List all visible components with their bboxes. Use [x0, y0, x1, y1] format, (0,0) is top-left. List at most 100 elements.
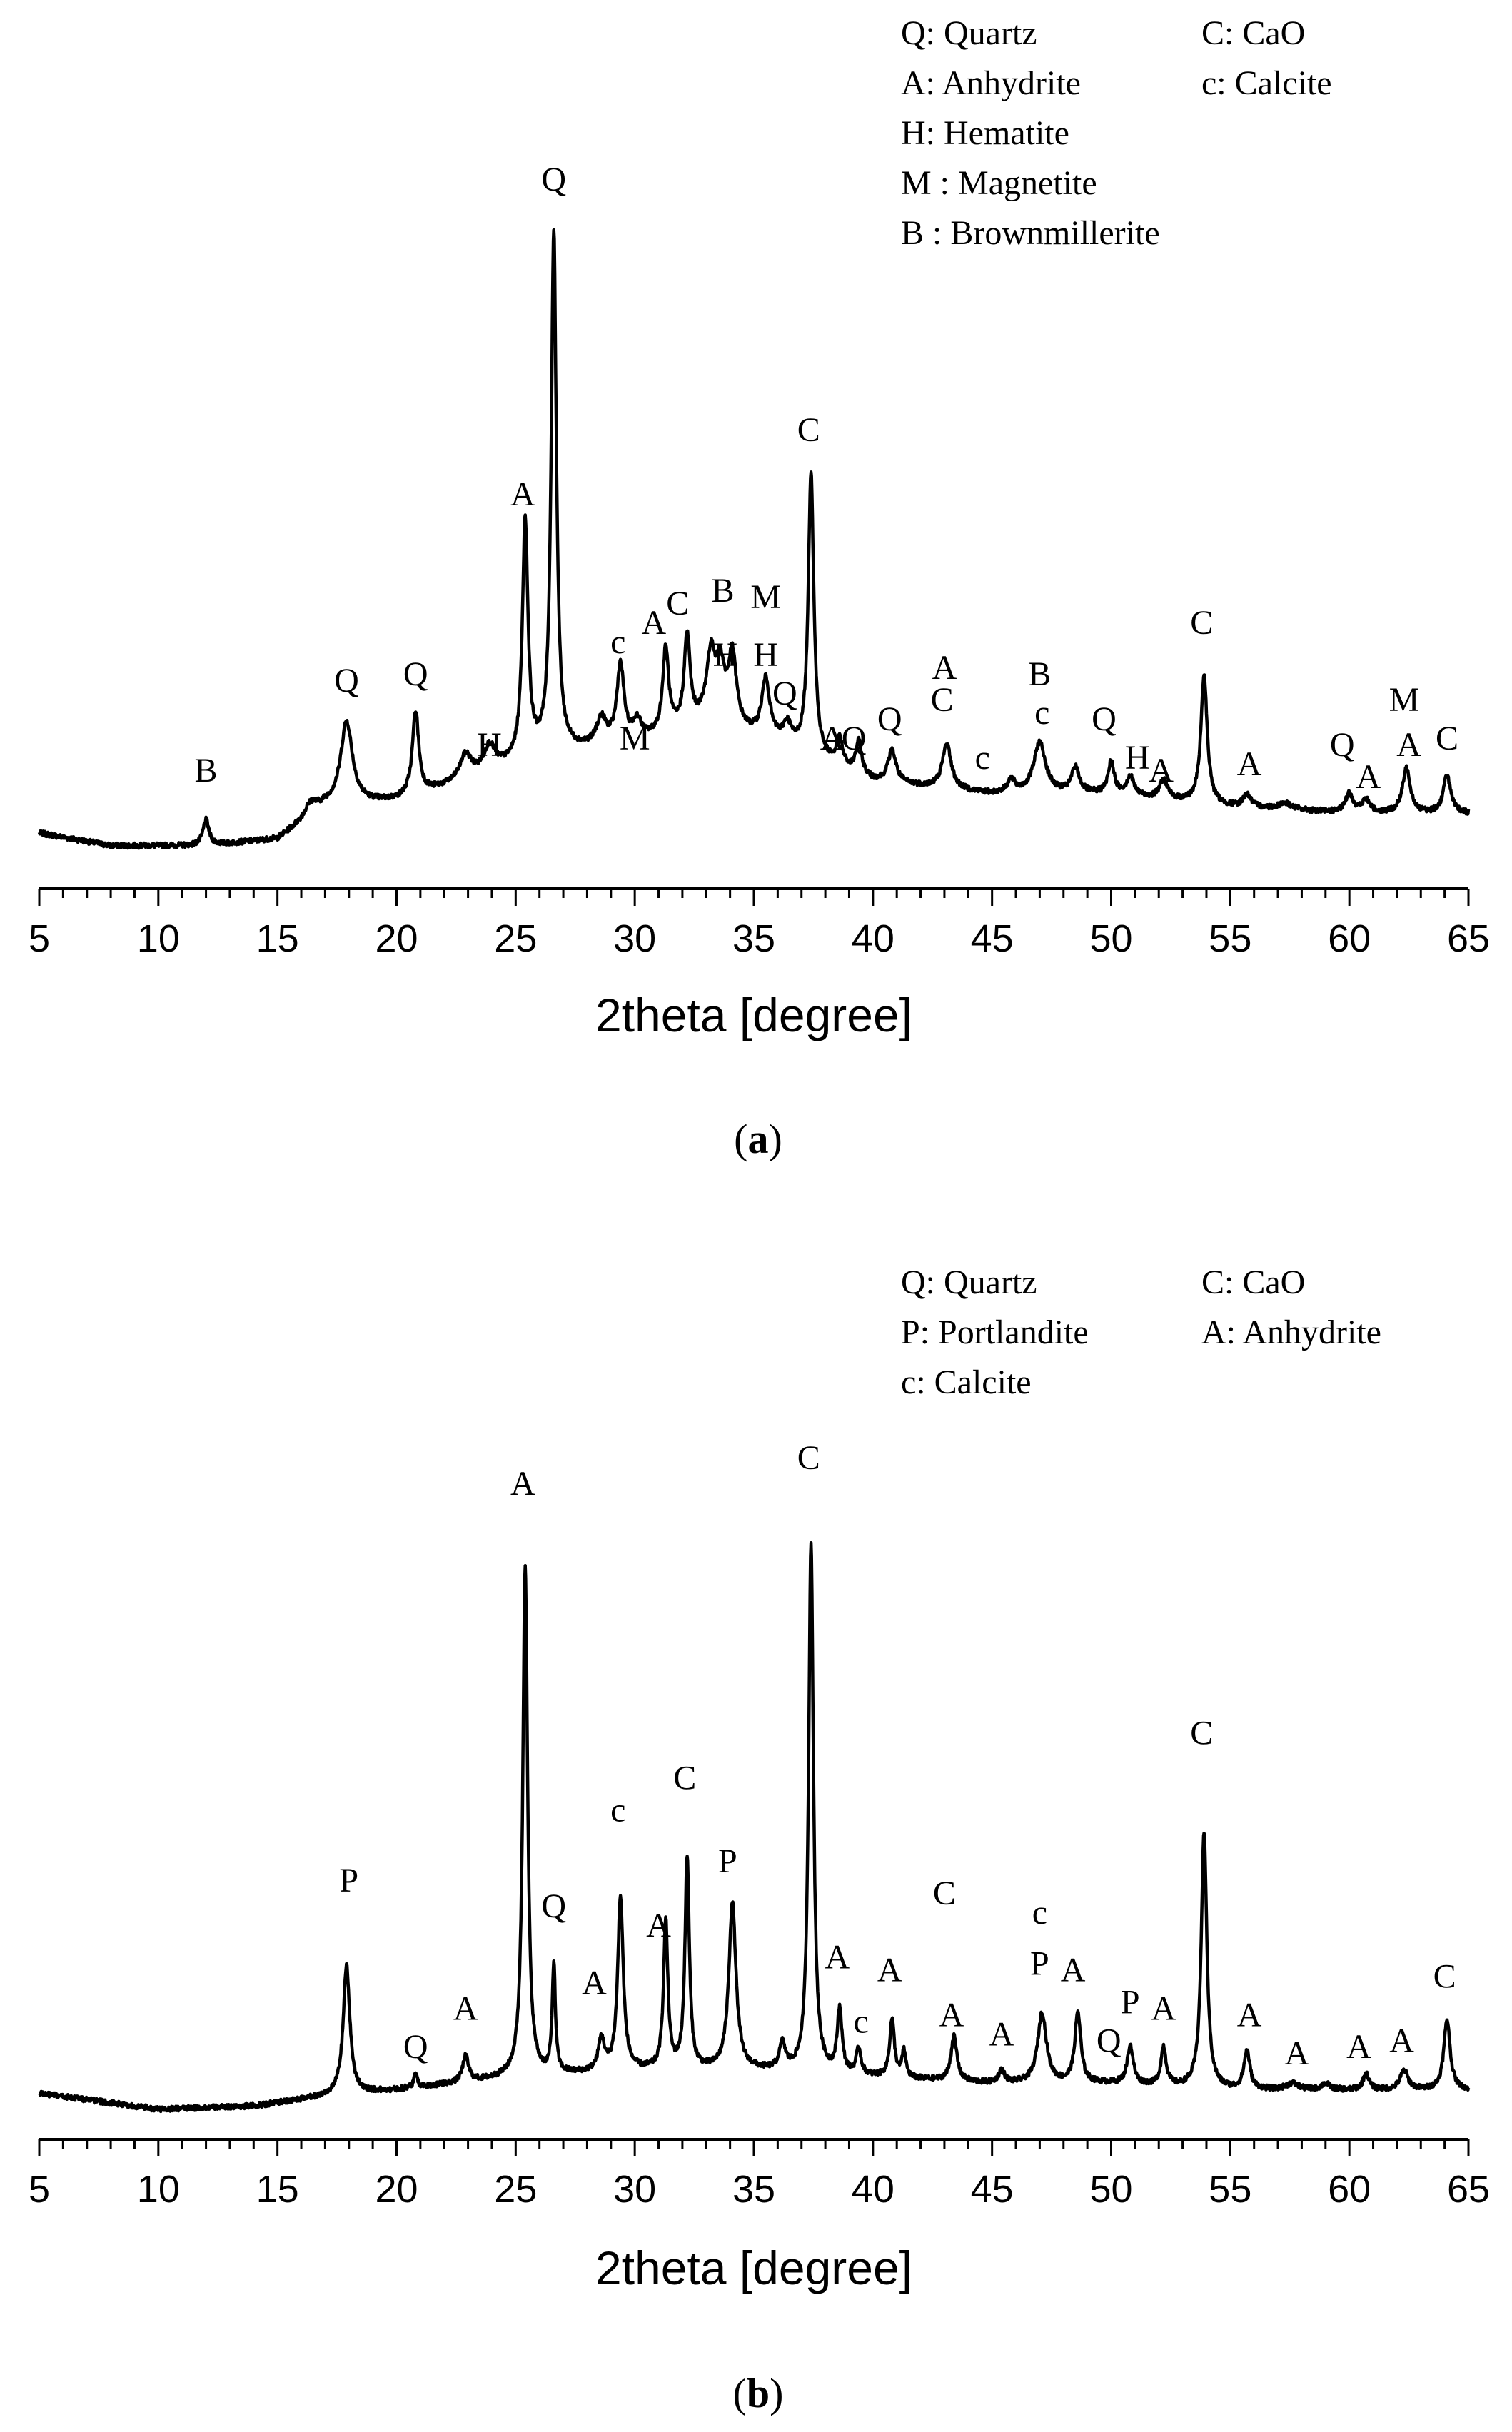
x-tick-label: 60 — [1328, 2168, 1371, 2211]
x-tick-label: 55 — [1209, 2168, 1251, 2211]
x-tick-label: 45 — [971, 2168, 1014, 2211]
peak-label: B — [195, 752, 218, 789]
x-tick-label: 20 — [375, 2168, 418, 2211]
x-tick-label: 45 — [971, 917, 1014, 960]
peak-label: A — [1151, 1989, 1176, 2027]
legend-entry: C: CaO — [1201, 1263, 1305, 1301]
x-tick-label: 40 — [852, 2168, 894, 2211]
peak-label: c — [610, 623, 625, 661]
peak-label: Q — [1092, 700, 1117, 738]
x-tick-label: 65 — [1447, 917, 1490, 960]
peak-label: C — [673, 1760, 696, 1797]
legend-entry: M : Magnetite — [901, 164, 1097, 202]
peak-label: A — [932, 649, 957, 687]
legend-entry: B : Brownmillerite — [901, 214, 1160, 252]
legend-entry: H: Hematite — [901, 114, 1069, 152]
panel-b-x-axis-title: 2theta [degree] — [595, 2241, 912, 2294]
panel-a-legend: Q: Quartz C: CaO A: Anhydrite c: Calcite H: … — [901, 14, 1332, 252]
peak-label: H — [753, 636, 778, 674]
x-tick-label: 15 — [256, 2168, 299, 2211]
peak-label: P — [339, 1862, 358, 1899]
panel-a-x-axis: 5 10 15 20 25 30 35 40 45 50 55 60 65 — [29, 887, 1490, 960]
peak-label: c — [975, 739, 990, 777]
peak-label: Q — [1097, 2022, 1122, 2059]
panel-b-x-axis: 5 10 15 20 25 30 35 40 45 50 55 60 65 — [29, 2138, 1490, 2211]
peak-label: A — [877, 1952, 902, 1989]
peak-label: A — [1396, 726, 1421, 764]
x-tick-label: 35 — [732, 2168, 775, 2211]
peak-label: c — [1034, 694, 1049, 732]
peak-label: Q — [877, 700, 902, 738]
peak-label: A — [939, 1996, 964, 2034]
peak-label: A — [989, 2015, 1014, 2053]
peak-label: B — [712, 572, 735, 610]
x-tick-label: 20 — [375, 917, 418, 960]
peak-label: Q — [541, 1887, 566, 1925]
peak-label: C — [797, 411, 820, 449]
peak-label: C — [1190, 1715, 1213, 1752]
peak-label: M — [750, 578, 781, 616]
x-tick-label: 35 — [732, 917, 775, 960]
x-tick-label: 40 — [852, 917, 894, 960]
peak-label: c — [853, 2002, 868, 2040]
peak-label: C — [1436, 720, 1458, 757]
legend-entry: c: Calcite — [901, 1363, 1032, 1401]
peak-label: c — [1032, 1894, 1047, 1932]
panel-b-xrd-trace — [38, 1540, 1471, 2114]
peak-label: Q — [1330, 726, 1355, 764]
peak-label: A — [1284, 2034, 1309, 2072]
peak-label: Q — [403, 2028, 428, 2066]
x-tick-label: 25 — [494, 2168, 537, 2211]
x-tick-label: 60 — [1328, 917, 1371, 960]
peak-label: A — [1237, 1996, 1262, 2034]
peak-label: A — [1237, 745, 1262, 783]
panel-b: Q: Quartz C: CaO P: Portlandite A: Anhydrit… — [29, 1263, 1490, 2416]
peak-label: A — [642, 604, 667, 642]
peak-label: A — [1061, 1952, 1086, 1989]
peak-label: Q — [772, 675, 797, 712]
peak-label: M — [1389, 681, 1420, 719]
peak-label: c — [610, 1791, 625, 1829]
peak-label: A — [582, 1964, 607, 2002]
peak-label: C — [1433, 1958, 1456, 1996]
legend-entry: Q: Quartz — [901, 14, 1037, 52]
peak-label: P — [1030, 1945, 1049, 1983]
x-tick-label: 25 — [494, 917, 537, 960]
panel-b-caption: (b) — [733, 2370, 784, 2416]
peak-label: A — [1389, 2022, 1414, 2059]
peak-label: P — [1121, 1983, 1140, 2021]
peak-label: A — [510, 1465, 535, 1503]
peak-label: C — [933, 1875, 956, 1912]
x-tick-label: 10 — [137, 2168, 180, 2211]
panel-a-x-axis-title: 2theta [degree] — [595, 989, 912, 1041]
x-tick-label: 65 — [1447, 2168, 1490, 2211]
x-tick-label: 5 — [29, 2168, 50, 2211]
x-tick-label: 55 — [1209, 917, 1251, 960]
x-tick-label: 10 — [137, 917, 180, 960]
x-tick-label: 5 — [29, 917, 50, 960]
peak-label: H — [1125, 739, 1150, 777]
x-tick-label: 15 — [256, 917, 299, 960]
peak-label: A — [825, 1939, 850, 1977]
legend-entry: A: Anhydrite — [901, 64, 1081, 102]
peak-label: C — [797, 1439, 820, 1477]
peak-label: Q — [541, 161, 566, 198]
peak-label: A — [510, 475, 535, 513]
legend-entry: P: Portlandite — [901, 1313, 1089, 1351]
legend-entry: C: CaO — [1201, 14, 1305, 52]
peak-label: A — [453, 1989, 478, 2027]
peak-label: Q — [334, 662, 359, 700]
legend-entry: A: Anhydrite — [1201, 1313, 1381, 1351]
x-tick-label: 50 — [1089, 917, 1132, 960]
legend-entry: Q: Quartz — [901, 1263, 1037, 1301]
peak-label: C — [1190, 604, 1213, 642]
x-tick-label: 30 — [613, 2168, 656, 2211]
peak-label: C — [666, 585, 689, 622]
peak-label: P — [718, 1842, 737, 1880]
panel-a-caption: (a) — [734, 1116, 782, 1162]
x-tick-label: 30 — [613, 917, 656, 960]
panel-a: Q: Quartz C: CaO A: Anhydrite c: Calcite H: … — [29, 14, 1490, 1162]
